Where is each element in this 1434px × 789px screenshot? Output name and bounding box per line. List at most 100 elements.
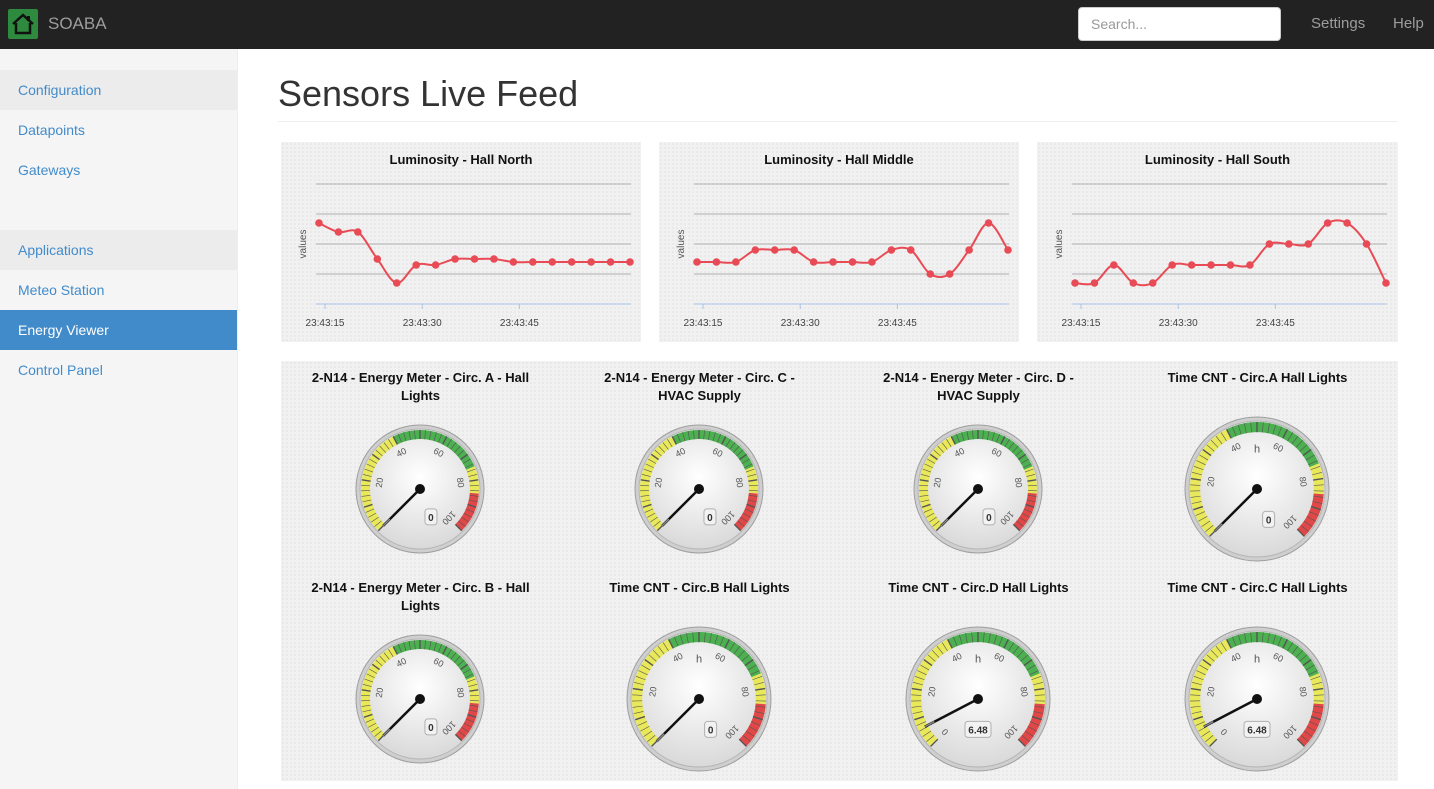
data-point <box>751 246 760 254</box>
chart-title: Luminosity - Hall Middle <box>764 152 914 167</box>
gauge-band <box>632 688 659 747</box>
gauge-tick <box>369 668 378 674</box>
gauge-tick <box>1220 642 1227 652</box>
gauge-tick <box>637 721 647 726</box>
y-axis-label: values <box>298 230 309 259</box>
gauge-tick <box>645 463 654 468</box>
gauge-band <box>672 430 754 470</box>
gauge-value-box <box>704 720 718 738</box>
gauge-tick <box>998 636 1003 647</box>
gauge-tick <box>747 664 757 671</box>
line-chart-svg: values 23:43:15 23:43:30 23:43:45 <box>298 183 634 329</box>
gauge-tick-label: 80 <box>1018 686 1029 697</box>
chart-hall-north: Luminosity - Hall North values 23:43:15 23… <box>281 142 641 342</box>
gauge-tick <box>1196 670 1206 676</box>
gauge-tick <box>1030 721 1040 726</box>
gauge-tick <box>950 436 956 445</box>
data-point <box>945 270 954 278</box>
gauge-pivot <box>694 484 704 494</box>
gauge-needle-tip <box>940 518 949 527</box>
gauge-tick <box>744 463 753 468</box>
settings-link[interactable]: Settings <box>1311 15 1366 32</box>
gauge-tick <box>364 468 374 473</box>
gauge-tick <box>1299 654 1308 662</box>
gauge-tick <box>744 659 754 667</box>
gauge-tick <box>469 484 479 487</box>
gauge-band <box>1190 688 1217 747</box>
gauge-tick <box>1031 715 1042 721</box>
sidebar-header-configuration[interactable]: Configuration <box>0 70 237 110</box>
gauge-tick <box>946 638 953 649</box>
gauge-unit: h <box>1254 444 1260 456</box>
gauge-tick <box>932 520 940 527</box>
gauge-tick <box>724 638 731 649</box>
gauge-tick <box>1024 730 1034 737</box>
gauge-tick <box>1244 423 1247 434</box>
x-tick-label: 23:43:15 <box>306 318 345 329</box>
brand[interactable]: SOABA <box>8 8 107 40</box>
data-point <box>1246 261 1254 269</box>
gauge-tick <box>469 494 479 497</box>
search-input[interactable] <box>1078 7 1281 41</box>
gauge-tick <box>1295 649 1304 658</box>
gauge-tick <box>1003 638 1010 649</box>
help-link[interactable]: Help <box>1393 15 1424 32</box>
gauge-tick-label: 60 <box>713 651 726 664</box>
gauge-tick <box>926 512 935 518</box>
gauge-tick <box>1191 711 1202 714</box>
gauge-energy-meter-circ-c: 2-N14 - Energy Meter - Circ. C - HVAC Su… <box>560 361 839 571</box>
line-chart-svg: values 23:43:15 23:43:30 23:43:45 <box>1054 183 1390 329</box>
gauge-title: Time CNT - Circ.A Hall Lights <box>1167 370 1348 385</box>
gauge-tick <box>469 704 479 707</box>
sidebar-item-gateways[interactable]: Gateways <box>18 162 81 178</box>
gauge-unit: h <box>696 654 702 666</box>
gauge-band <box>947 632 1040 678</box>
gauge-tick <box>1021 512 1030 518</box>
sidebar-item-energy-viewer[interactable]: Energy Viewer <box>0 310 237 350</box>
gauge-tick <box>692 632 694 643</box>
gauge-tick <box>1027 479 1037 482</box>
gauge-tick <box>737 520 745 527</box>
gauge-band <box>1297 703 1324 747</box>
gauge-tick <box>1282 638 1289 649</box>
gauge-value: 0 <box>428 513 434 524</box>
data-point <box>770 246 779 254</box>
gauge-tick <box>913 682 924 686</box>
gauge-tick <box>638 670 648 676</box>
gauge-pivot <box>415 694 425 704</box>
gauge-tick <box>1277 426 1282 437</box>
gauge-tick-label: 60 <box>432 446 445 459</box>
gauge-tick <box>966 430 969 440</box>
sidebar-item-meteo-station[interactable]: Meteo Station <box>18 282 105 298</box>
gauge-tick <box>648 654 657 662</box>
sidebar: Configuration Datapoints Gateways Applic… <box>0 49 238 789</box>
gauge-tick <box>1023 659 1033 667</box>
gauge-tick <box>733 645 741 655</box>
gauge-tick <box>643 730 653 737</box>
gauge-tick <box>704 632 706 643</box>
data-point <box>1226 261 1235 269</box>
gauge-tick <box>634 682 645 686</box>
gauge-tick <box>429 640 432 650</box>
data-point <box>1004 246 1012 254</box>
gauge-value-box <box>1243 720 1271 738</box>
gauge-tick <box>383 652 390 660</box>
gauge-tick <box>462 458 471 464</box>
gauge-tick <box>640 494 650 497</box>
gauge-tick <box>933 449 941 457</box>
gauge-tick <box>468 499 478 503</box>
sidebar-item-datapoints[interactable]: Datapoints <box>18 122 85 138</box>
gauge-value-box <box>424 718 438 736</box>
sidebar-header-applications[interactable]: Applications <box>0 230 237 270</box>
series-line <box>697 221 1009 278</box>
gauge-tick <box>1195 721 1205 726</box>
gauge-tick <box>644 659 654 667</box>
gauge-tick <box>741 654 750 662</box>
gauge-tick <box>959 634 963 645</box>
gauge-tick <box>1019 516 1027 523</box>
sidebar-item-control-panel[interactable]: Control Panel <box>18 362 103 378</box>
gauge-tick <box>1302 449 1312 457</box>
data-point <box>1323 219 1332 227</box>
